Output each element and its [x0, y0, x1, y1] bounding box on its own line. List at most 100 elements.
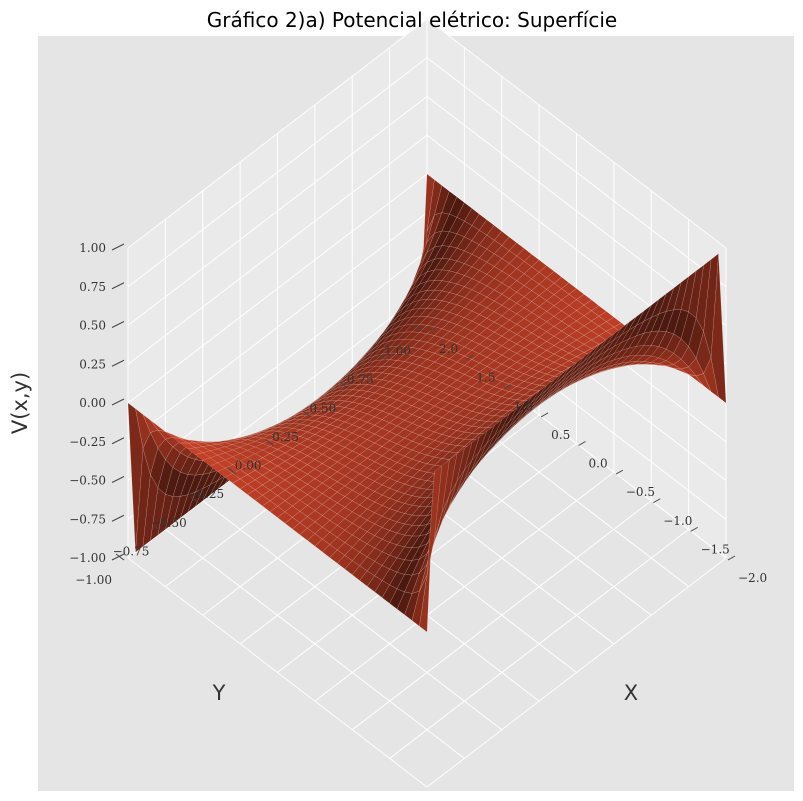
surface-facet — [523, 278, 540, 291]
y-tick — [265, 439, 274, 446]
z-tick-label: 0.50 — [79, 319, 106, 333]
surface-facet — [486, 369, 503, 379]
surface-facet — [374, 335, 390, 348]
surface-facet — [598, 346, 615, 362]
surface-facet — [366, 512, 383, 525]
surface-facet — [396, 411, 413, 421]
surface-facet — [441, 270, 458, 283]
chart-title: Gráfico 2)a) Potencial elétrico: Superfí… — [207, 8, 617, 32]
surface-facet — [344, 408, 361, 417]
surface-facet — [381, 542, 398, 556]
potential-surface — [127, 173, 727, 633]
surface-facet — [598, 333, 615, 351]
surface-facet — [404, 431, 420, 442]
y-tick-label: −0.75 — [113, 544, 150, 558]
surface-facet — [501, 329, 518, 341]
surface-facet — [202, 442, 218, 446]
surface-facet — [142, 413, 159, 433]
grid-line-z-left — [127, 212, 428, 443]
surface-facet — [576, 350, 592, 367]
surface-facet — [433, 400, 450, 410]
y-axis-label: Y — [212, 681, 226, 705]
surface-facet — [314, 538, 331, 553]
surface-facet — [246, 441, 264, 448]
surface-facet — [306, 434, 323, 443]
surface-facet — [493, 282, 510, 295]
surface-facet — [411, 533, 428, 549]
surface-facet — [396, 428, 413, 439]
y-tick — [377, 353, 386, 361]
surface-facet — [456, 202, 473, 222]
surface-facet — [463, 432, 480, 441]
surface-facet — [306, 521, 323, 535]
surface-facet — [329, 549, 346, 564]
surface-facet — [448, 314, 465, 325]
surface-facet — [531, 283, 548, 296]
surface-facet — [314, 410, 331, 417]
z-tick — [111, 359, 125, 367]
surface-facet — [344, 424, 361, 434]
surface-facet — [284, 419, 301, 425]
surface-facet — [396, 302, 413, 318]
y-tick — [190, 496, 200, 504]
surface-facet — [486, 419, 503, 444]
surface-facet — [448, 405, 465, 415]
surface-facet — [478, 219, 495, 236]
surface-facet — [366, 442, 383, 453]
surface-facet — [471, 213, 488, 231]
surface-facet — [606, 327, 622, 346]
surface-facet — [523, 360, 540, 370]
z-tick-label: 0.25 — [79, 357, 106, 371]
surface-facet — [568, 348, 585, 357]
z-axis-label: V(x,y) — [8, 372, 32, 434]
surface-facet — [374, 565, 390, 581]
y-tick-label: 0.00 — [235, 459, 262, 473]
grid-line-z-right — [426, 57, 727, 288]
surface-facet — [165, 431, 181, 439]
surface-facet — [613, 338, 630, 355]
y-tick-label: 0.25 — [272, 430, 299, 444]
surface-facet — [523, 351, 540, 361]
surface-facet — [396, 295, 413, 314]
x-tick — [578, 441, 586, 446]
surface-facet — [389, 532, 406, 546]
surface-facet — [523, 390, 540, 409]
surface-facet — [516, 338, 533, 349]
surface-facet — [576, 360, 592, 375]
x-tick-label: 0.5 — [551, 428, 570, 442]
z-tick-label: −0.25 — [69, 435, 106, 449]
surface-facet — [471, 244, 488, 259]
surface-facet — [366, 359, 383, 368]
surface-facet — [501, 367, 518, 377]
surface-facet — [322, 531, 338, 545]
surface-facet — [299, 419, 316, 426]
y-tick-label: 0.50 — [310, 401, 337, 415]
grid-line-z-left — [127, 173, 428, 404]
surface-facet — [523, 253, 540, 268]
surface-facet — [344, 489, 361, 502]
z-tick — [111, 514, 125, 522]
x-tick — [615, 469, 624, 475]
z-tick-label: −0.75 — [69, 512, 106, 526]
y-tick-label: −1.00 — [75, 573, 112, 587]
surface-facet — [247, 489, 264, 501]
surface-facet — [546, 381, 562, 397]
y-tick-label: −0.25 — [187, 487, 224, 501]
y-tick — [414, 324, 424, 332]
x-tick — [653, 498, 661, 504]
grid-line-z-left — [127, 134, 428, 365]
surface-facet — [367, 348, 383, 360]
surface-facet — [494, 426, 510, 446]
surface-facet — [561, 362, 577, 379]
surface-facet — [374, 484, 391, 496]
x-tick-label: −1.5 — [701, 542, 730, 556]
surface-facet — [598, 339, 615, 356]
surface-facet — [441, 367, 458, 378]
grid-line-y-floor — [127, 557, 428, 788]
surface-facet — [464, 207, 480, 226]
surface-facet — [292, 511, 308, 524]
surface-facet — [321, 410, 338, 418]
surface-facet — [366, 433, 383, 444]
surface-facet — [493, 335, 510, 347]
surface-facet — [374, 455, 391, 466]
